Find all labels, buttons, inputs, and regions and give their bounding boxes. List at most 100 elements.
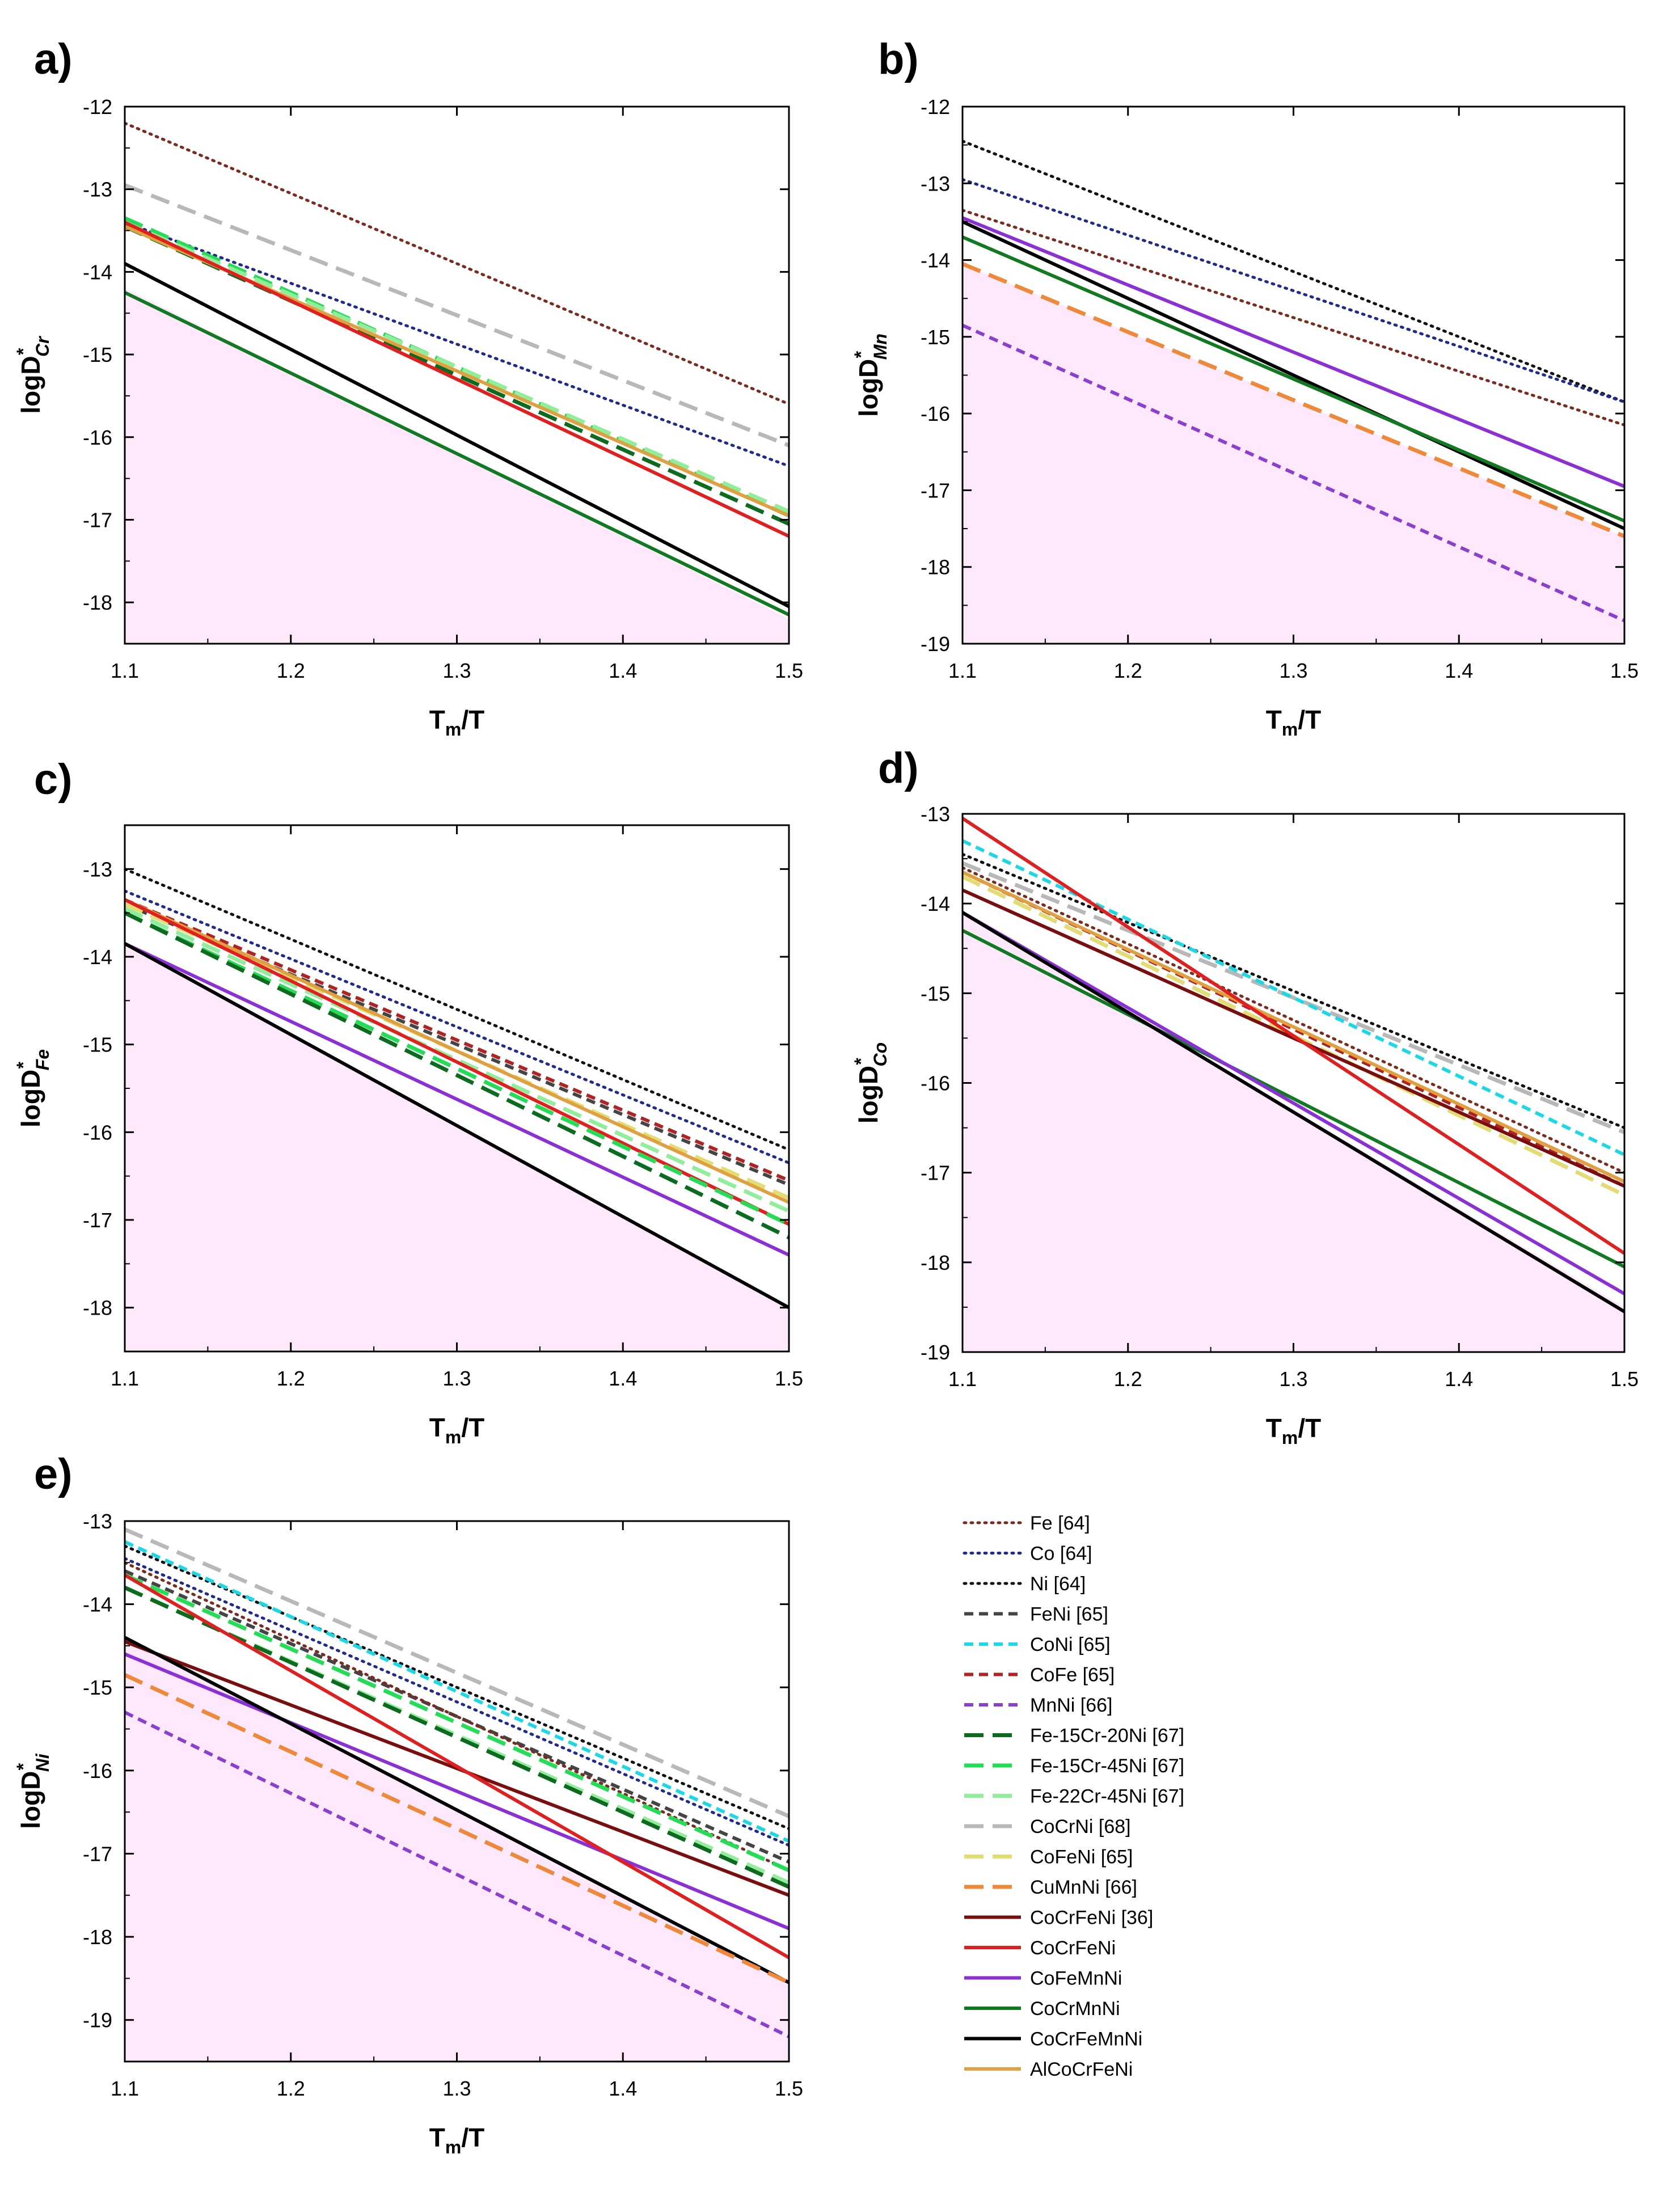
panel-c: 1.1 1.2 1.3 1.4 1.5 -18 -17 -16 -15 -14 -13 c) Tm/T l… [13, 755, 803, 1447]
legend-label: MnNi [66] [1030, 1695, 1113, 1716]
panel-e-series-feni-65 [125, 1569, 789, 1864]
panel-e-series-coni-65 [125, 1540, 789, 1843]
panel-b-series-cocrmnni [963, 235, 1624, 523]
panel-d-ytick-label: -18 [921, 1251, 950, 1274]
panel-c-ytick-label: -15 [83, 1033, 112, 1057]
panel-b-xtick-label: 1.3 [1279, 659, 1307, 682]
panel-b-label: b) [878, 35, 919, 83]
panel-c-series-cocrfemnni [125, 942, 789, 1310]
legend-item-fe-15cr-20ni-67: Fe-15Cr-20Ni [67] [964, 1725, 1184, 1747]
legend-item-mnni-66: MnNi [66] [964, 1695, 1113, 1716]
panel-c-ytick-label: -18 [83, 1296, 112, 1320]
legend-label: CoNi [65] [1030, 1634, 1111, 1655]
panel-b-series-fe-64 [963, 209, 1624, 426]
panel-e-series-cofemnni [125, 1652, 789, 1931]
panel-a-ytick-label: -17 [83, 508, 112, 531]
panel-d-series-cofeni-65 [963, 875, 1624, 1197]
panel-d-xtick-label: 1.1 [948, 1367, 977, 1391]
panel-e-series-cocrni-68 [125, 1527, 789, 1818]
legend-item-cumnni-66: CuMnNi [66] [964, 1877, 1137, 1898]
panel-e-series-mnni-66 [125, 1710, 789, 2038]
panel-d-label: d) [878, 744, 919, 792]
panel-c-ytick-label: -13 [83, 858, 112, 881]
panel-a-ytick-label: -14 [83, 260, 112, 284]
panel-d-ytick-label: -15 [921, 982, 950, 1005]
panel-c-ytick-label: -17 [83, 1209, 112, 1232]
panel-d-series-cocrfemnni [963, 911, 1624, 1313]
panel-c-series-cofemnni [125, 942, 789, 1257]
panel-d-ytick-label: -17 [921, 1161, 950, 1185]
panel-e-ytick-label: -19 [83, 2009, 112, 2032]
legend-label: CoFeMnNi [1030, 1968, 1122, 1990]
legend-label: AlCoCrFeNi [1030, 2059, 1133, 2080]
panel-a-xtick-label: 1.1 [111, 659, 139, 682]
panel-e-xtick-label: 1.4 [609, 2077, 637, 2100]
panel-e-ytick-label: -16 [83, 1759, 112, 1783]
panel-e-xtick-label: 1.2 [277, 2077, 305, 2100]
panel-d-ytick-label: -13 [921, 802, 950, 826]
panel-d-series-coni-65 [963, 839, 1624, 1156]
panel-e-xlabel: Tm/T [429, 2123, 484, 2157]
panel-a-ytick-label: -18 [83, 591, 112, 614]
legend-label: Co [64] [1030, 1543, 1092, 1565]
panel-b-series-co-64 [963, 178, 1624, 404]
legend-label: FeNi [65] [1030, 1604, 1108, 1625]
legend-label: CuMnNi [66] [1030, 1877, 1137, 1898]
panel-b-ytick-label: -14 [921, 249, 950, 272]
panel-c-xtick-label: 1.2 [277, 1367, 305, 1390]
panel-b-ytick-label: -17 [921, 479, 950, 502]
panel-c-xtick-label: 1.3 [442, 1367, 471, 1390]
panel-e-xtick-label: 1.3 [442, 2077, 471, 2100]
panel-a-shaded-region [125, 288, 789, 644]
panel-b-series-cumnni-66 [963, 262, 1624, 538]
panel-c-series-alcocrfeni [125, 898, 789, 1204]
panel-a-series-cocrfemnni [125, 262, 789, 609]
legend-item-cofemnni: CoFeMnNi [964, 1968, 1122, 1990]
panel-d-series-cocrmnni [963, 928, 1624, 1269]
panel-d-xlabel: Tm/T [1266, 1413, 1321, 1448]
panel-a-ytick-label: -15 [83, 343, 112, 366]
legend-item-alcocrfeni: AlCoCrFeNi [964, 2059, 1133, 2080]
legend-item-ni-64: Ni [64] [963, 1573, 1086, 1595]
legend-item-fe-15cr-45ni-67: Fe-15Cr-45Ni [67] [964, 1755, 1184, 1777]
panel-d-series-fe-64 [963, 866, 1624, 1175]
panel-d-series-alcocrfeni [963, 871, 1624, 1184]
panel-e-series-ni-64 [125, 1544, 789, 1830]
panel-a-series-co-64 [125, 221, 789, 468]
panel-c-ytick-label: -14 [83, 945, 112, 969]
panel-e-ytick-label: -15 [83, 1676, 112, 1699]
panel-d-series-cofemnni [963, 911, 1624, 1295]
panel-d: 1.1 1.2 1.3 1.4 1.5 -19 -18 -17 -16 -15 -14 -13d) Tm… [851, 744, 1639, 1448]
panel-b-xtick-label: 1.2 [1114, 659, 1142, 682]
legend-label: CoCrFeNi [36] [1030, 1907, 1153, 1929]
panel-c-series-fe-15cr-20ni-67 [125, 911, 789, 1240]
legend-label: Ni [64] [1030, 1573, 1086, 1595]
panel-a-series-fe-22cr-45ni-67 [125, 220, 789, 514]
panel-e: 1.1 1.2 1.3 1.4 1.5 -19 -18 -17 -16 -15 -14 -13 e) Tm… [13, 1450, 803, 2157]
panel-c-series-cofe-65 [125, 898, 789, 1182]
legend-item-cocrmnni: CoCrMnNi [964, 1998, 1120, 2020]
legend-label: CoCrFeMnNi [1030, 2029, 1142, 2050]
panel-c-series-cocrfeni [125, 898, 789, 1226]
panel-b-xlabel: Tm/T [1266, 705, 1321, 740]
panel-e-xtick-label: 1.5 [775, 2077, 803, 2100]
panel-b: 1.1 1.2 1.3 1.4 1.5 -19 -18 -17 -16 -15 -14 -13 -12b… [851, 35, 1639, 740]
legend-item-cocrfemnni: CoCrFeMnNi [964, 2029, 1142, 2050]
panel-e-series-cocrfemnni [125, 1636, 789, 1984]
panel-e-series-cumnni-66 [125, 1673, 789, 1984]
panel-d-xtick-label: 1.4 [1445, 1367, 1473, 1391]
legend-item-co-64: Co [64] [963, 1543, 1092, 1565]
panel-d-ytick-label: -14 [921, 892, 950, 915]
panel-a-ytick-label: -16 [83, 426, 112, 449]
panel-a-xlabel: Tm/T [429, 705, 484, 740]
panel-a-series-cocrfeni [125, 221, 789, 538]
panel-d-series-cocrfeni [963, 817, 1624, 1255]
panel-b-series-cofemnni [963, 216, 1624, 488]
legend-item-fe-64: Fe [64] [963, 1513, 1090, 1534]
panel-c-shaded-region [125, 943, 789, 1351]
panel-c-xtick-label: 1.4 [609, 1367, 637, 1390]
legend-label: CoFe [65] [1030, 1665, 1115, 1686]
panel-b-ytick-label: -16 [921, 402, 950, 425]
panel-e-ylabel: logD*Ni [13, 1753, 53, 1829]
panel-e-ytick-label: -13 [83, 1510, 112, 1533]
